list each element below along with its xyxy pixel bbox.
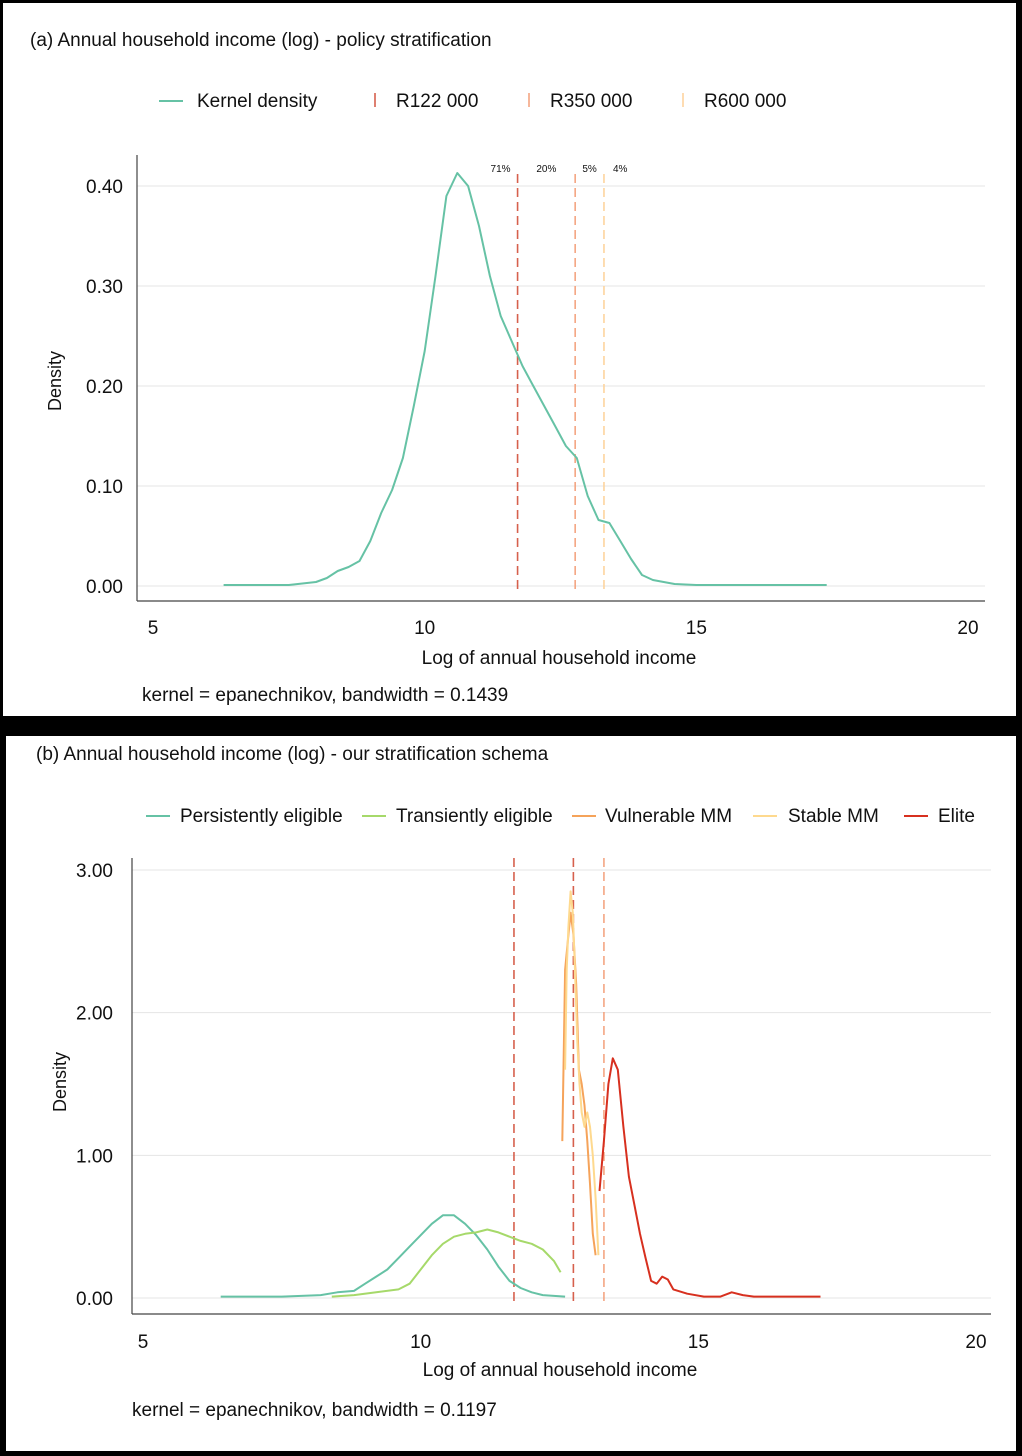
chart-b-ytick-label: 1.00: [76, 1146, 113, 1167]
chart-b-ytick-label: 2.00: [76, 1004, 113, 1025]
chart-b-xtick-label: 5: [138, 1332, 149, 1353]
chart-b-xtick-label: 15: [688, 1332, 709, 1353]
chart-a-region-label: 4%: [613, 164, 628, 175]
chart-a-legend: Kernel density R122 000 R350 000 R600 000: [159, 91, 786, 112]
chart-a: (a) Annual household income (log) - poli…: [30, 30, 985, 706]
chart-b-legend: Persistently eligible Transiently eligibl…: [146, 806, 975, 827]
chart-b-ylabel: Density: [50, 1052, 70, 1112]
panel-a: (a) Annual household income (log) - poli…: [3, 3, 1016, 716]
chart-b: (b) Annual household income (log) - our …: [36, 744, 991, 1421]
chart-a-note: kernel = epanechnikov, bandwidth = 0.143…: [142, 685, 508, 706]
chart-a-plot: 0.00 0.10 0.20 0.30 0.40 5 10 15 20 71% 20% 5% 4%: [86, 155, 985, 639]
chart-a-series-line: [223, 172, 827, 586]
chart-b-series-line: [220, 1214, 566, 1298]
chart-a-region-label: 71%: [491, 164, 511, 175]
chart-a-legend-label: R350 000: [550, 91, 632, 112]
chart-a-xtick-label: 5: [148, 618, 159, 639]
chart-a-ytick-label: 0.30: [86, 277, 123, 298]
chart-b-ytick-label: 0.00: [76, 1289, 113, 1310]
panel-b: (b) Annual household income (log) - our …: [6, 736, 1016, 1451]
chart-b-series-line: [564, 890, 600, 1256]
chart-a-ytick-label: 0.10: [86, 477, 123, 498]
chart-b-legend-label: Transiently eligible: [396, 806, 553, 827]
chart-a-ytick-label: 0.00: [86, 577, 123, 598]
chart-b-series-line: [598, 1057, 821, 1298]
chart-a-region-label: 20%: [536, 164, 556, 175]
chart-b-series-line: [331, 1228, 562, 1298]
chart-a-region-label: 5%: [582, 164, 597, 175]
chart-b-title: (b) Annual household income (log) - our …: [36, 744, 549, 765]
chart-a-ytick-label: 0.20: [86, 377, 123, 398]
chart-a-legend-label: R600 000: [704, 91, 786, 112]
chart-b-xtick-label: 10: [410, 1332, 431, 1353]
chart-b-legend-label: Persistently eligible: [180, 806, 343, 827]
chart-a-legend-label: Kernel density: [197, 91, 318, 112]
chart-a-title: (a) Annual household income (log) - poli…: [30, 30, 492, 51]
chart-a-xtick-label: 15: [686, 618, 707, 639]
chart-b-legend-label: Vulnerable MM: [605, 806, 732, 827]
chart-b-xtick-label: 20: [965, 1332, 986, 1353]
chart-a-xtick-label: 20: [957, 618, 978, 639]
chart-b-plot: 0.00 1.00 2.00 3.00 5 10 15 20: [76, 858, 991, 1353]
chart-a-xlabel: Log of annual household income: [422, 648, 697, 669]
chart-b-legend-label: Elite: [938, 806, 975, 827]
chart-b-note: kernel = epanechnikov, bandwidth = 0.119…: [132, 1400, 497, 1421]
chart-b-legend-label: Stable MM: [788, 806, 879, 827]
chart-b-ytick-label: 3.00: [76, 861, 113, 882]
chart-a-ylabel: Density: [45, 351, 65, 411]
chart-a-legend-label: R122 000: [396, 91, 478, 112]
chart-a-ytick-label: 0.40: [86, 177, 123, 198]
chart-b-xlabel: Log of annual household income: [423, 1360, 698, 1381]
chart-a-xtick-label: 10: [414, 618, 435, 639]
